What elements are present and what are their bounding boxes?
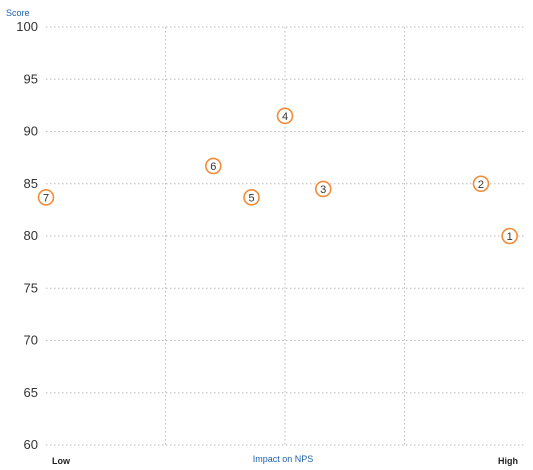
y-tick-label-75: 75 xyxy=(24,280,38,295)
point-marker-4 xyxy=(276,107,294,125)
y-tick-label-85: 85 xyxy=(24,176,38,191)
data-point-6: 6 xyxy=(205,157,222,175)
grid-lines xyxy=(46,26,524,446)
data-point-1: 1 xyxy=(501,227,518,245)
point-label-5: 5 xyxy=(248,192,254,204)
y-tick-label-100: 100 xyxy=(16,19,38,34)
point-marker-6 xyxy=(205,157,222,175)
data-points: 1 2 3 4 5 6 7 xyxy=(37,107,518,245)
x-axis-label: Impact on NPS xyxy=(253,454,314,464)
point-marker-7 xyxy=(37,189,55,206)
y-axis-label: Score xyxy=(6,8,30,18)
data-point-4: 4 xyxy=(276,107,294,125)
x-axis-low-label: Low xyxy=(52,456,71,466)
point-label-3: 3 xyxy=(320,184,326,196)
point-marker-1 xyxy=(501,227,518,245)
y-tick-labels: 100 95 90 85 80 75 70 65 60 xyxy=(16,19,38,452)
point-label-4: 4 xyxy=(282,111,288,123)
y-tick-label-80: 80 xyxy=(24,228,38,243)
y-tick-label-90: 90 xyxy=(24,124,38,139)
data-point-3: 3 xyxy=(314,180,332,198)
y-tick-label-70: 70 xyxy=(24,333,38,348)
y-tick-label-95: 95 xyxy=(24,71,38,86)
data-point-5: 5 xyxy=(243,189,260,206)
point-marker-5 xyxy=(243,189,260,206)
point-label-1: 1 xyxy=(507,231,513,243)
point-label-6: 6 xyxy=(210,161,216,173)
data-point-2: 2 xyxy=(472,175,490,193)
point-marker-3 xyxy=(314,180,332,198)
y-tick-label-65: 65 xyxy=(24,385,38,400)
point-marker-2 xyxy=(472,175,490,193)
data-point-7: 7 xyxy=(37,189,55,206)
point-label-2: 2 xyxy=(478,179,484,191)
x-axis-high-label: High xyxy=(498,456,518,466)
y-tick-label-60: 60 xyxy=(24,437,38,452)
point-label-7: 7 xyxy=(43,192,49,204)
